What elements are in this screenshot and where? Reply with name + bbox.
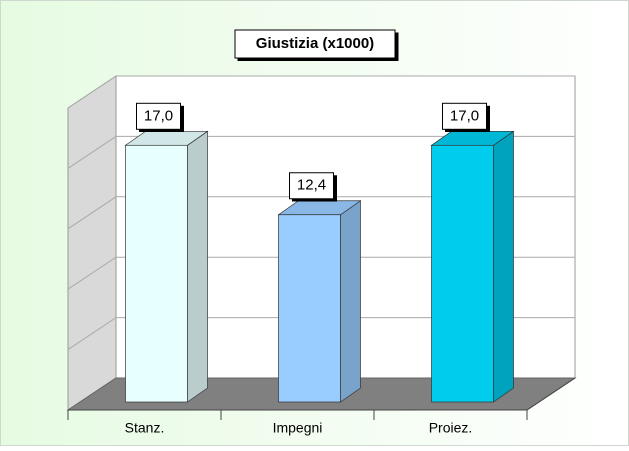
bar-front <box>278 214 341 403</box>
x-tick-label: Proiez. <box>429 420 473 436</box>
bar-front <box>431 144 494 403</box>
value-label: 17,0 <box>450 107 479 124</box>
bar-front <box>125 144 188 403</box>
axis-edge <box>526 377 576 411</box>
bar <box>277 200 362 403</box>
x-tick-label: Stanz. <box>125 420 165 436</box>
side-wall <box>67 75 117 411</box>
x-tick-label: Impegni <box>273 420 323 436</box>
grid-line <box>67 135 575 169</box>
value-label-box <box>136 102 181 130</box>
grid-line <box>67 75 575 109</box>
bar <box>430 130 515 403</box>
grid-line <box>67 196 575 230</box>
value-label: 12,4 <box>297 177 326 194</box>
plot-area <box>66 75 577 420</box>
bar-side <box>187 130 208 403</box>
labels: Giustizia (x1000) Stanz. 17,0 Impegni 12,4 P… <box>125 29 487 436</box>
bar <box>124 130 209 403</box>
value-label-box <box>442 102 487 130</box>
bar-side <box>493 130 514 403</box>
bar-side <box>340 200 361 403</box>
chart-title: Giustizia (x1000) <box>256 35 374 52</box>
value-label: 17,0 <box>144 107 173 124</box>
grid-line <box>67 317 575 351</box>
value-label-box <box>289 172 334 200</box>
title-box <box>234 29 396 59</box>
grid-line <box>67 256 575 290</box>
